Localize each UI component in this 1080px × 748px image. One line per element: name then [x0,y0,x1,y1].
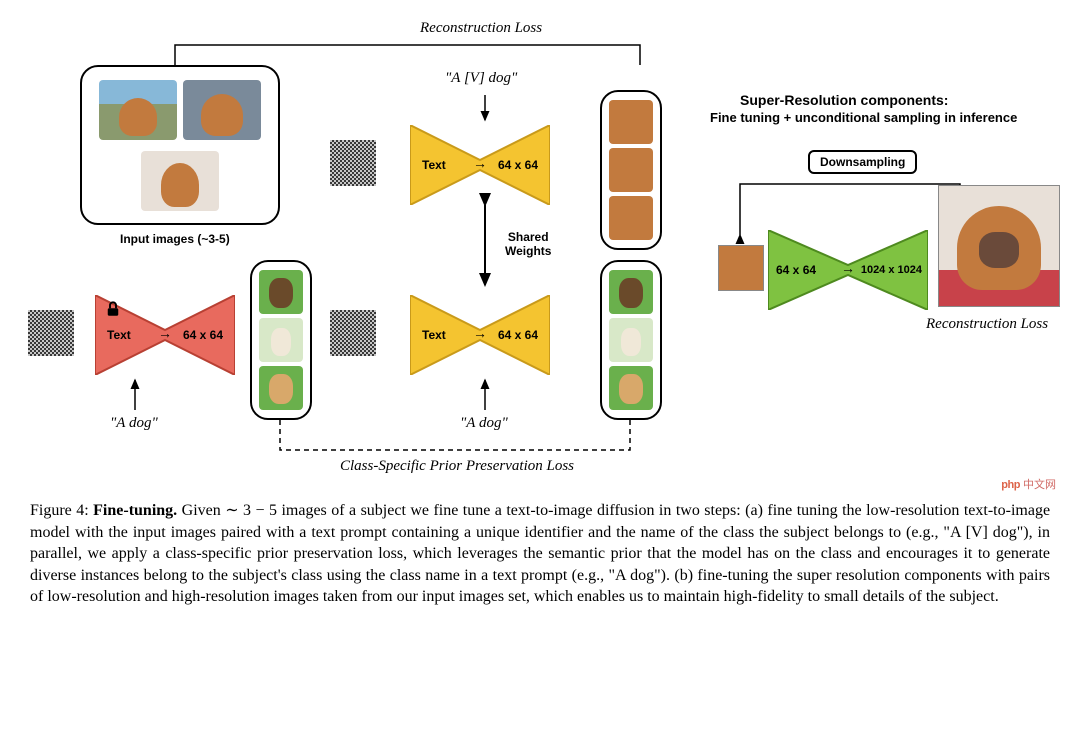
bowtie-out-label: 64 x 64 [498,328,538,342]
bowtie-out-label: 64 x 64 [498,158,538,172]
input-dog-thumb [141,151,219,211]
prompt-a-label-center: "A dog" [460,415,508,432]
prior-thumb [609,366,653,410]
arrow-icon: → [473,157,487,173]
arrow-icon: → [158,327,172,343]
output-thumb [609,196,653,240]
bowtie-in-label: Text [422,328,446,342]
sr-title-2: Fine tuning + unconditional sampling in … [710,110,1017,125]
prior-thumb [259,366,303,410]
bowtie-out-label: 64 x 64 [183,328,223,342]
bowtie-out-label: 1024 x 1024 [861,264,922,276]
arrow-icon: → [841,262,855,278]
yellow-bowtie-top: Text → 64 x 64 [410,125,550,205]
green-bowtie: 64 x 64 → 1024 x 1024 [768,230,928,310]
bowtie-in-label: 64 x 64 [776,263,816,277]
shared-weights-label: Shared Weights [505,230,551,258]
output-thumb [609,100,653,144]
noise-icon [28,310,74,356]
prior-thumb [259,318,303,362]
sr-output-image [938,185,1060,307]
class-loss-label: Class-Specific Prior Preservation Loss [340,458,574,475]
reconstruction-loss-label-top: Reconstruction Loss [420,20,542,37]
prompt-a-label-left: "A dog" [110,415,158,432]
figure-caption: Figure 4: Fine-tuning. Given ∼ 3 − 5 ima… [20,500,1060,608]
input-images-frame [80,65,280,225]
input-dog-thumb [183,80,261,140]
figure-number: Figure 4: [30,502,89,519]
bowtie-in-label: Text [107,328,131,342]
figure-title: Fine-tuning. [93,502,177,519]
prior-output-frame-center [600,260,662,420]
lock-icon [104,300,122,318]
noise-icon [330,310,376,356]
sr-title-1: Super-Resolution components: [740,92,948,108]
prior-output-frame-left [250,260,312,420]
watermark: php 中文网 [1001,476,1056,492]
input-images-label: Input images (~3-5) [120,232,230,246]
sr-input-thumb [718,245,764,291]
prompt-v-label: "A [V] dog" [445,70,517,87]
yellow-bowtie-bottom: Text → 64 x 64 [410,295,550,375]
noise-icon [330,140,376,186]
input-dog-thumb [99,80,177,140]
prior-thumb [609,270,653,314]
downsampling-label: Downsampling [808,150,917,174]
output-thumb [609,148,653,192]
architecture-diagram: Reconstruction Loss "A [V] dog" Input im… [20,20,1060,480]
bowtie-in-label: Text [422,158,446,172]
prior-thumb [259,270,303,314]
arrow-icon: → [473,327,487,343]
reconstruction-loss-label-sr: Reconstruction Loss [926,316,1048,333]
prior-thumb [609,318,653,362]
figure-body: Given ∼ 3 − 5 images of a subject we fin… [30,502,1050,605]
output-frame-top [600,90,662,250]
